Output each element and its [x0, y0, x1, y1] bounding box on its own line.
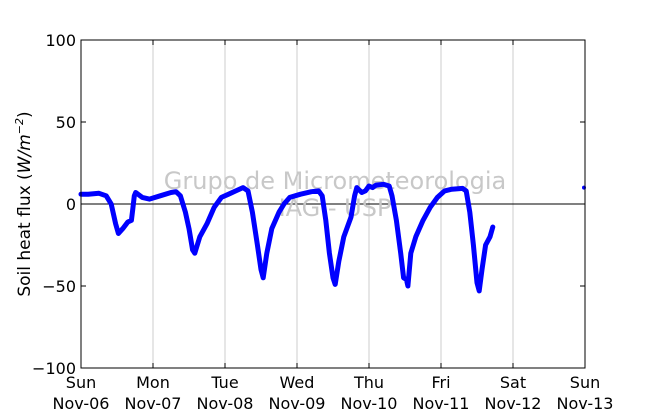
- y-tick-labels: 100 50 0 −50 −100: [32, 31, 76, 378]
- y-tick-label-3: −50: [42, 277, 76, 296]
- y-axis-label-math: W/m: [15, 134, 35, 173]
- x-tick-date-5: Nov-11: [413, 394, 470, 409]
- x-tick-day-3: Wed: [280, 373, 315, 392]
- y-axis-label: Soil heat flux (W/m−2): [13, 111, 35, 296]
- x-tick-date-4: Nov-10: [341, 394, 398, 409]
- x-tick-day-2: Tue: [210, 373, 238, 392]
- x-tick-date-7: Nov-13: [557, 394, 614, 409]
- tick-marks: [80, 39, 586, 369]
- x-tick-day-1: Mon: [136, 373, 170, 392]
- y-tick-label-0: 100: [45, 31, 76, 50]
- y-axis-label-close: ): [15, 111, 35, 118]
- watermark-line-2: IAG - USP: [279, 194, 392, 222]
- series-line: [78, 181, 496, 294]
- x-tick-date-6: Nov-12: [485, 394, 542, 409]
- x-tick-date-3: Nov-09: [269, 394, 326, 409]
- y-tick-label-4: −100: [32, 359, 76, 378]
- x-tick-day-4: Thu: [353, 373, 384, 392]
- x-tick-day-5: Fri: [431, 373, 450, 392]
- x-tick-day-0: Sun: [66, 373, 96, 392]
- x-tick-date-2: Nov-08: [197, 394, 254, 409]
- x-tick-date-1: Nov-07: [125, 394, 182, 409]
- y-tick-label-1: 50: [56, 113, 76, 132]
- y-axis-label-text: Soil heat flux (: [15, 173, 35, 296]
- x-tick-date-0: Nov-06: [53, 394, 110, 409]
- x-tick-labels: Sun Nov-06 Mon Nov-07 Tue Nov-08 Wed Nov-09 Thu N…: [53, 373, 614, 409]
- y-axis-label-exponent: −2: [13, 118, 26, 134]
- x-tick-day-7: Sun: [570, 373, 600, 392]
- x-tick-day-6: Sat: [500, 373, 526, 392]
- y-tick-label-2: 0: [66, 195, 76, 214]
